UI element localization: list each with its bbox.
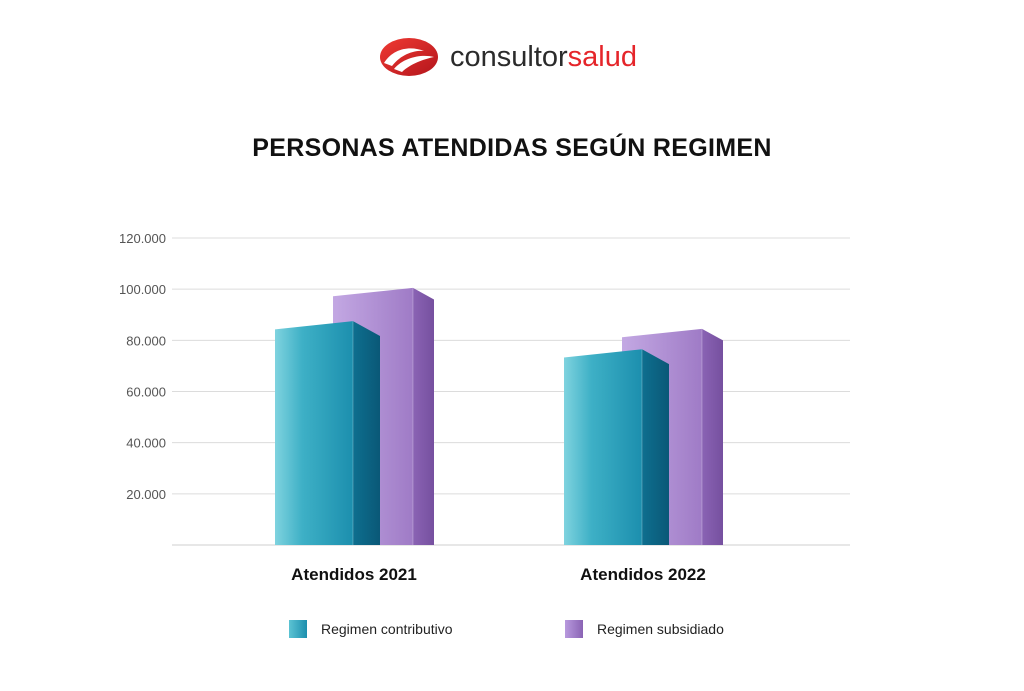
bar-subsidiado-0-side-face bbox=[413, 287, 434, 545]
chart-legend: Regimen contributivo Regimen subsidiado bbox=[0, 620, 1024, 644]
bar-contributivo-1-side-face bbox=[642, 349, 669, 545]
bar-contributivo-1 bbox=[564, 349, 669, 545]
legend-label-contributivo: Regimen contributivo bbox=[321, 621, 453, 637]
y-tick-label: 120.000 bbox=[119, 231, 166, 246]
x-axis-labels: Atendidos 2021 Atendidos 2022 bbox=[291, 565, 706, 584]
bars bbox=[275, 287, 723, 545]
brand-header: consultorsalud bbox=[378, 34, 637, 80]
legend-label-subsidiado: Regimen subsidiado bbox=[597, 621, 724, 637]
x-tick-label: Atendidos 2021 bbox=[291, 565, 417, 584]
legend-swatch-contributivo bbox=[289, 620, 307, 638]
y-tick-label: 100.000 bbox=[119, 282, 166, 297]
y-tick-label: 80.000 bbox=[126, 333, 166, 348]
x-tick-label: Atendidos 2022 bbox=[580, 565, 706, 584]
y-tick-label: 20.000 bbox=[126, 487, 166, 502]
legend-swatch-subsidiado bbox=[565, 620, 583, 638]
brand-logo-icon bbox=[380, 38, 438, 76]
legend-item-subsidiado: Regimen subsidiado bbox=[565, 620, 724, 638]
brand-name-part-a: consultor bbox=[450, 40, 568, 73]
bar-contributivo-0-front-face bbox=[275, 321, 353, 545]
legend-item-contributivo: Regimen contributivo bbox=[289, 620, 453, 638]
bar-contributivo-1-front-face bbox=[564, 349, 642, 545]
y-tick-label: 40.000 bbox=[126, 436, 166, 451]
bar-subsidiado-1-side-face bbox=[702, 328, 723, 545]
grid-lines bbox=[172, 237, 850, 546]
bar-contributivo-0 bbox=[275, 321, 380, 545]
bar-contributivo-0-side-face bbox=[353, 321, 380, 545]
chart-title: PERSONAS ATENDIDAS SEGÚN REGIMEN bbox=[252, 134, 772, 162]
brand-name: consultorsalud bbox=[450, 41, 637, 74]
y-tick-label: 60.000 bbox=[126, 385, 166, 400]
y-axis-ticks: 20.000 40.000 60.000 80.000 100.000 120.000 bbox=[119, 231, 166, 502]
brand-name-part-b: salud bbox=[567, 40, 637, 73]
